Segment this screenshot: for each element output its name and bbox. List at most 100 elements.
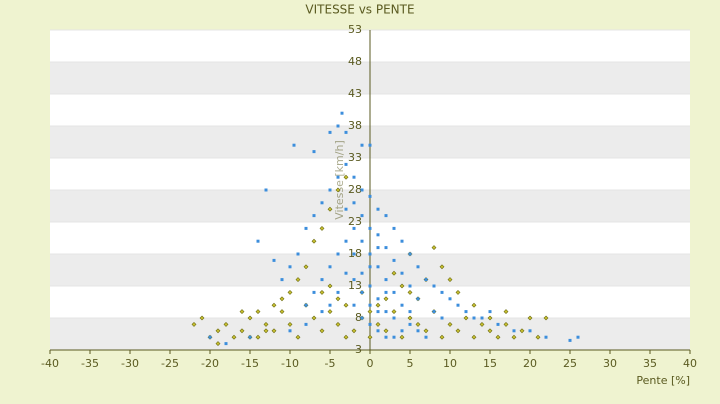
data-point	[351, 328, 357, 334]
data-point	[360, 143, 364, 147]
data-point	[384, 310, 388, 314]
chart-title: VITESSE vs PENTE	[305, 3, 414, 17]
data-point	[368, 194, 372, 198]
data-point	[376, 265, 380, 269]
data-point	[360, 214, 364, 218]
y-tick-label: 53	[348, 23, 362, 36]
data-point	[344, 239, 348, 243]
data-point	[336, 124, 340, 128]
data-point	[208, 335, 212, 339]
data-point	[344, 162, 348, 166]
x-tick-label: 15	[483, 357, 497, 370]
data-point	[440, 316, 444, 320]
data-point	[247, 315, 253, 321]
data-point	[368, 143, 372, 147]
data-point	[352, 278, 356, 282]
data-point	[367, 334, 373, 340]
data-point	[408, 322, 412, 326]
data-point	[400, 329, 404, 333]
data-point	[415, 321, 421, 327]
data-point	[360, 316, 364, 320]
data-point	[263, 328, 269, 334]
data-point	[376, 233, 380, 237]
data-point	[328, 130, 332, 134]
data-point	[463, 315, 469, 321]
data-point	[424, 278, 428, 282]
data-point	[199, 315, 205, 321]
x-axis-title: Pente [%]	[636, 374, 690, 387]
data-point	[344, 207, 348, 211]
data-point	[432, 310, 436, 314]
data-point	[576, 335, 580, 339]
y-tick-label: 48	[348, 55, 362, 68]
x-tick-label: -40	[41, 357, 59, 370]
data-point	[544, 335, 548, 339]
data-point	[408, 310, 412, 314]
data-point	[384, 214, 388, 218]
y-tick-label: 28	[348, 183, 362, 196]
data-point	[439, 264, 445, 270]
data-point	[304, 322, 308, 326]
data-point	[447, 277, 453, 283]
data-point	[392, 258, 396, 262]
data-point	[287, 289, 293, 295]
data-point	[328, 265, 332, 269]
data-point	[416, 329, 420, 333]
data-point	[543, 315, 549, 321]
data-point	[375, 302, 381, 308]
data-point	[311, 238, 317, 244]
data-point	[471, 302, 477, 308]
data-point	[503, 309, 509, 315]
data-point	[408, 284, 412, 288]
data-point	[568, 338, 572, 342]
data-point	[191, 321, 197, 327]
data-point	[400, 303, 404, 307]
data-point	[352, 303, 356, 307]
data-point	[368, 284, 372, 288]
data-point	[328, 303, 332, 307]
data-point	[392, 335, 396, 339]
data-point	[535, 334, 541, 340]
data-point	[480, 316, 484, 320]
x-tick-label: -5	[325, 357, 336, 370]
x-tick-label: -25	[161, 357, 179, 370]
data-point	[360, 239, 364, 243]
data-point	[215, 341, 221, 347]
data-point	[519, 328, 525, 334]
x-tick-label: 0	[367, 357, 374, 370]
data-point	[352, 252, 356, 256]
data-point	[391, 309, 397, 315]
y-tick-label: 23	[348, 215, 362, 228]
data-point	[488, 310, 492, 314]
data-point	[287, 321, 293, 327]
data-point	[383, 328, 389, 334]
data-point	[292, 143, 296, 147]
data-point	[312, 214, 316, 218]
data-point	[312, 290, 316, 294]
data-point	[327, 206, 333, 212]
data-point	[327, 309, 333, 315]
data-point	[279, 296, 285, 302]
data-point	[416, 297, 420, 301]
data-point	[340, 111, 344, 115]
data-point	[231, 334, 237, 340]
data-point	[511, 334, 517, 340]
data-point	[455, 289, 461, 295]
data-point	[295, 277, 301, 283]
x-tick-label: -10	[281, 357, 299, 370]
data-point	[328, 188, 332, 192]
data-point	[319, 289, 325, 295]
data-point	[343, 302, 349, 308]
data-point	[376, 329, 380, 333]
x-tick-label: -20	[201, 357, 219, 370]
data-point	[256, 239, 260, 243]
data-point	[304, 226, 308, 230]
data-point	[336, 252, 340, 256]
data-point	[400, 271, 404, 275]
data-point	[496, 322, 500, 326]
data-point	[487, 315, 493, 321]
data-point	[368, 303, 372, 307]
data-point	[352, 226, 356, 230]
data-point	[439, 334, 445, 340]
data-point	[263, 321, 269, 327]
